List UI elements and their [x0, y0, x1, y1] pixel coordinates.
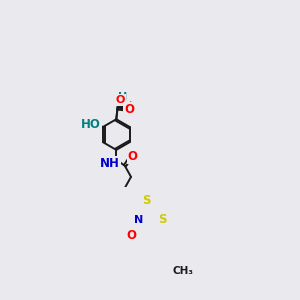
Text: H: H	[120, 92, 129, 102]
Text: O: O	[116, 94, 125, 105]
Text: O: O	[116, 94, 125, 105]
Text: NH: NH	[100, 157, 120, 170]
Text: O: O	[125, 103, 135, 116]
Text: O: O	[124, 101, 133, 111]
Text: O: O	[128, 150, 138, 163]
Text: H: H	[118, 92, 128, 102]
Text: CH₃: CH₃	[173, 266, 194, 276]
Text: S: S	[142, 194, 150, 207]
Text: N: N	[134, 215, 143, 226]
Text: O: O	[126, 229, 136, 242]
Text: S: S	[158, 214, 167, 226]
Text: HO: HO	[81, 118, 101, 131]
